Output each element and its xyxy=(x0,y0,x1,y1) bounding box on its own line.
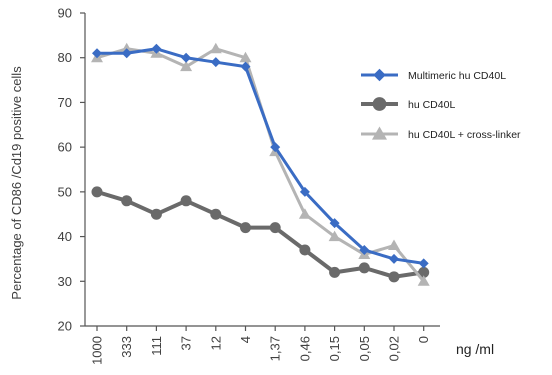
data-point xyxy=(240,222,251,234)
data-point xyxy=(120,42,133,54)
y-tick-label: 90 xyxy=(58,6,72,21)
data-point xyxy=(417,275,430,286)
y-tick-label: 50 xyxy=(58,184,72,199)
series-line xyxy=(97,47,424,265)
data-point xyxy=(328,230,341,242)
x-tick-label: 37 xyxy=(179,336,194,350)
data-point xyxy=(121,195,133,207)
data-point xyxy=(299,186,310,197)
data-point xyxy=(388,271,400,283)
series-layer xyxy=(91,42,430,286)
x-tick-label: 111 xyxy=(149,336,164,356)
data-point xyxy=(299,244,311,256)
series-0 xyxy=(92,43,429,269)
data-point xyxy=(151,43,162,54)
x-tick-label: 0,46 xyxy=(297,336,312,361)
data-point xyxy=(389,253,399,264)
legend-swatch-marker xyxy=(373,68,386,82)
data-point xyxy=(210,57,221,68)
x-tick-label: 4 xyxy=(238,336,253,343)
y-tick-label: 70 xyxy=(58,95,72,110)
data-point xyxy=(210,208,222,220)
data-point xyxy=(121,48,132,59)
legend-swatch-marker xyxy=(372,97,387,111)
data-point xyxy=(92,48,102,59)
x-tick-label: 1000 xyxy=(90,336,105,365)
y-tick-label: 80 xyxy=(58,50,72,65)
data-point xyxy=(180,60,193,72)
y-axis: 20 30 40 50 60 70 80 90 xyxy=(58,6,86,334)
x-tick-label: 0 xyxy=(416,336,431,343)
x-tick-label: 0,05 xyxy=(357,336,372,361)
x-tick-label: 0,15 xyxy=(327,336,342,361)
x-tick-label: 1,37 xyxy=(268,336,283,361)
x-tick-label: 12 xyxy=(208,336,223,350)
data-point xyxy=(150,208,162,220)
data-point xyxy=(329,266,341,278)
data-point xyxy=(239,51,252,63)
x-axis-unit: ng /ml xyxy=(456,341,494,357)
series-1 xyxy=(91,186,430,283)
legend-label: Multimeric hu CD40L xyxy=(408,70,506,82)
y-tick-label: 60 xyxy=(58,140,72,155)
legend-label: hu CD40L + cross-linker xyxy=(408,129,521,141)
series-line xyxy=(96,189,424,279)
y-tick-label: 40 xyxy=(58,229,72,244)
legend-item: hu CD40L + cross-linker xyxy=(361,126,521,141)
y-tick-label: 20 xyxy=(58,319,72,334)
data-point xyxy=(240,61,251,72)
x-tick-label: 333 xyxy=(119,336,134,358)
legend-swatch-marker xyxy=(372,126,387,140)
legend: Multimeric hu CD40L hu CD40L hu CD40L + cr… xyxy=(361,68,521,141)
data-point xyxy=(180,195,192,207)
data-point xyxy=(270,142,281,153)
data-point xyxy=(359,244,370,255)
data-point xyxy=(418,266,430,278)
data-point xyxy=(209,42,222,54)
legend-item: Multimeric hu CD40L xyxy=(361,68,506,82)
data-point xyxy=(329,218,340,229)
x-tick-label: 0,02 xyxy=(387,336,402,361)
legend-item: hu CD40L xyxy=(361,97,455,111)
series-line xyxy=(96,47,425,283)
data-point xyxy=(358,262,370,274)
y-axis-label: Percentage of CD86 /Cd19 positive cells xyxy=(9,66,24,300)
legend-label: hu CD40L xyxy=(408,99,455,111)
data-point xyxy=(388,239,400,251)
x-axis: 1000 333 111 37 12 4 1,37 0,46 0,15 0,05 0,02 0 xyxy=(85,325,440,365)
data-point xyxy=(269,222,281,234)
data-point xyxy=(418,258,429,269)
data-point xyxy=(181,52,192,63)
y-tick-label: 30 xyxy=(58,274,72,289)
data-point xyxy=(298,208,311,219)
data-point xyxy=(91,186,103,198)
